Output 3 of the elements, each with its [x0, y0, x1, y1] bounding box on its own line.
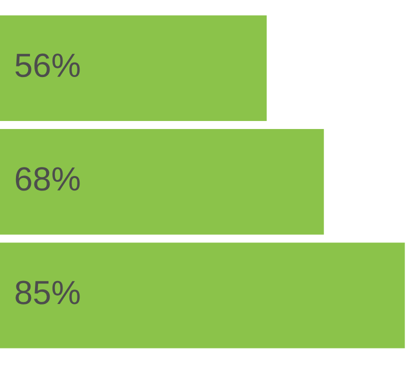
data-label: 56%	[16, 54, 80, 78]
data-label: 85%	[16, 280, 80, 304]
data-label: 68%	[16, 167, 80, 191]
